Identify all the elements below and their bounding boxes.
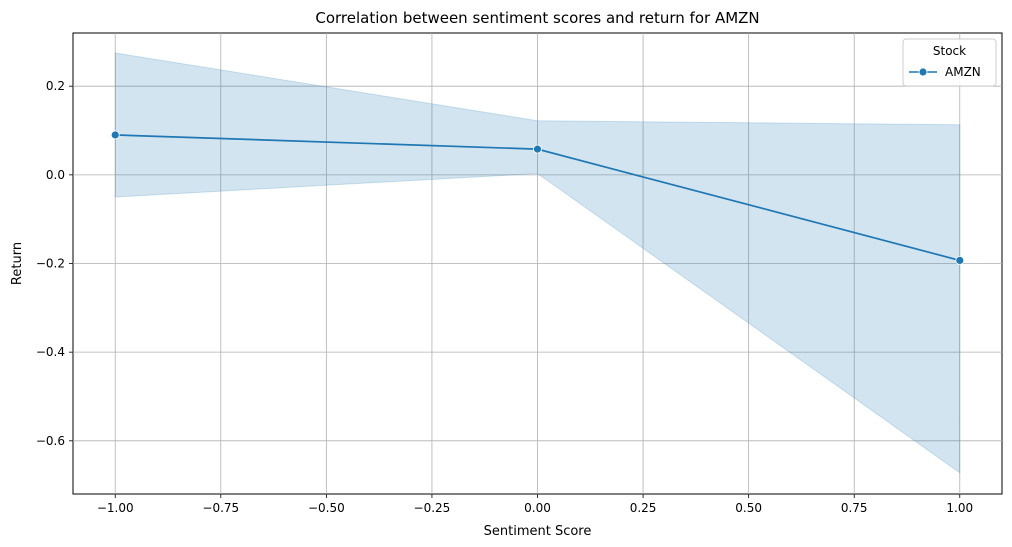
x-axis-ticks: −1.00 −0.75 −0.50 −0.25 0.00 0.25 0.50 0.75 1.00 bbox=[97, 494, 973, 515]
plot-area bbox=[72, 32, 1003, 495]
x-tick-label: 0.75 bbox=[841, 501, 868, 515]
series-points bbox=[110, 130, 965, 265]
legend-title: Stock bbox=[933, 44, 966, 58]
confidence-band bbox=[114, 52, 961, 474]
y-axis-label: Return bbox=[10, 242, 25, 285]
chart-title: Correlation between sentiment scores and… bbox=[315, 9, 759, 27]
x-tick-label: −0.25 bbox=[414, 501, 451, 515]
data-point bbox=[955, 255, 965, 265]
x-tick-label: −0.75 bbox=[202, 501, 239, 515]
x-tick-label: 0.00 bbox=[524, 501, 551, 515]
legend-dot-marker bbox=[918, 67, 928, 77]
y-tick-label: 0.0 bbox=[46, 168, 65, 182]
y-tick-label: −0.4 bbox=[36, 345, 65, 359]
x-tick-label: −0.50 bbox=[308, 501, 345, 515]
y-tick-label: 0.2 bbox=[46, 79, 65, 93]
y-axis-ticks: 0.2 0.0 −0.2 −0.4 −0.6 bbox=[36, 79, 73, 448]
x-tick-label: 0.50 bbox=[735, 501, 762, 515]
y-tick-label: −0.6 bbox=[36, 434, 65, 448]
x-tick-label: 0.25 bbox=[630, 501, 657, 515]
data-point bbox=[533, 144, 542, 154]
x-axis-label: Sentiment Score bbox=[484, 524, 592, 539]
grid-lines bbox=[73, 33, 1002, 494]
data-point bbox=[110, 130, 120, 140]
x-tick-label: −1.00 bbox=[97, 501, 134, 515]
y-tick-label: −0.2 bbox=[36, 257, 65, 271]
legend: Stock AMZN bbox=[902, 38, 997, 87]
legend-entry-amzn: AMZN bbox=[945, 65, 981, 79]
confidence-band-group bbox=[114, 52, 961, 474]
x-tick-label: 1.00 bbox=[946, 501, 973, 515]
